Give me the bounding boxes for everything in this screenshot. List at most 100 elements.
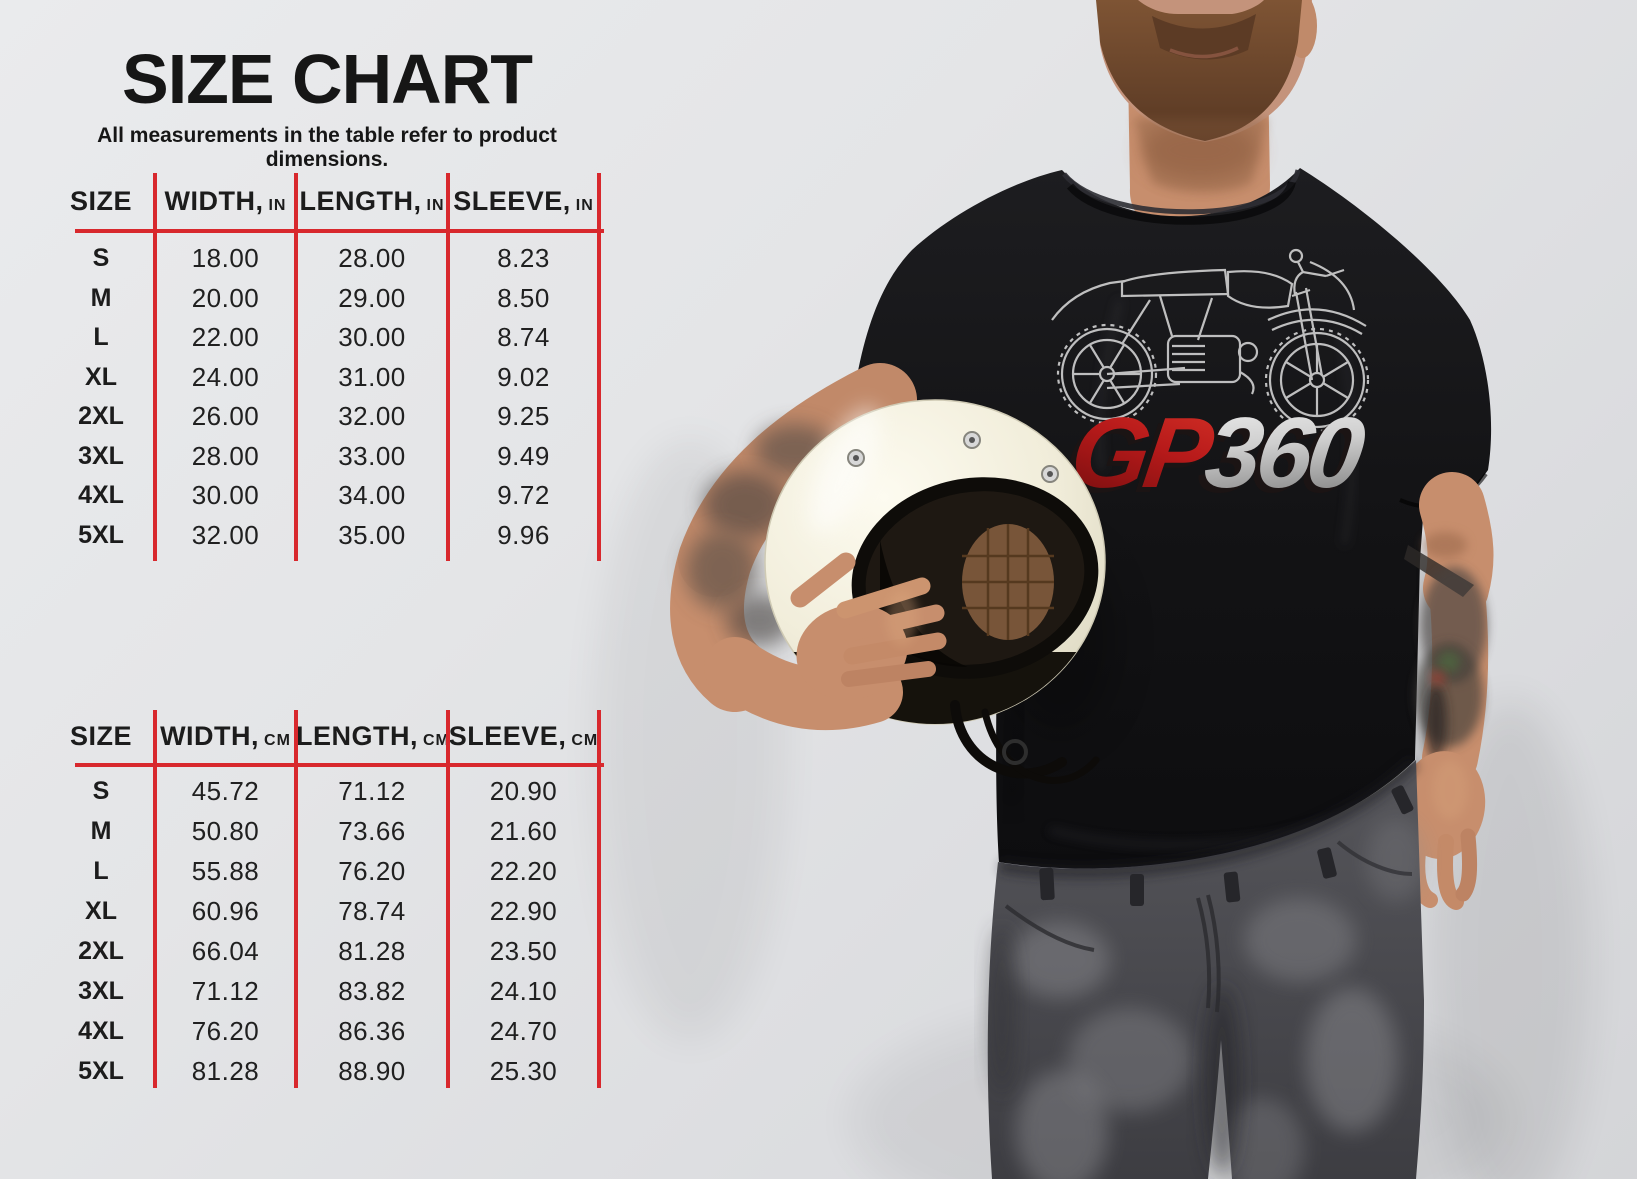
shirt-logo-gp360: GP360 GP360 [1058, 397, 1371, 513]
measurement-value: 83.82 [338, 975, 406, 1006]
size-label: 2XL [78, 402, 124, 431]
table-row: XL 60.96 78.74 22.90 [47, 891, 603, 931]
column-divider [153, 173, 157, 561]
size-label: L [93, 323, 109, 352]
size-label: 4XL [78, 481, 124, 510]
measurement-value: 32.00 [338, 401, 406, 432]
jeans [987, 756, 1426, 1179]
model-stubble [1134, 118, 1268, 193]
measurement-value: 73.66 [338, 815, 406, 846]
measurement-value: 60.96 [191, 895, 260, 926]
column-header-width: WIDTH, IN [164, 185, 287, 216]
measurement-value: 9.72 [497, 480, 550, 511]
page-title: SIZE CHART [122, 40, 533, 118]
model-right-hand [704, 552, 947, 731]
jeans-pocket-right [1336, 840, 1413, 876]
column-divider [446, 173, 450, 561]
column-divider [446, 710, 450, 1088]
column-header-length: LENGTH, CM [296, 721, 450, 751]
header-underline [75, 229, 604, 233]
measurement-value: 78.74 [338, 895, 406, 926]
measurement-value: 24.00 [191, 361, 260, 392]
table-row: XL 24.00 31.00 9.02 [47, 358, 603, 398]
measurement-value: 22.20 [489, 855, 558, 886]
measurement-value: 24.10 [489, 975, 558, 1006]
size-label: 3XL [78, 976, 124, 1005]
measurement-value: 28.00 [191, 440, 260, 471]
measurement-value: 9.96 [497, 519, 550, 550]
measurement-value: 66.04 [191, 935, 260, 966]
chart-header: SIZE CHART All measurements in the table… [42, 44, 612, 172]
measurement-value: 81.28 [338, 935, 406, 966]
table-row: S 18.00 28.00 8.23 [47, 239, 603, 279]
table-row: 4XL 30.00 34.00 9.72 [47, 476, 603, 516]
measurement-value: 88.90 [338, 1055, 406, 1086]
unit-label: CM [423, 732, 450, 749]
column-header-sleeve: SLEEVE, IN [453, 185, 594, 216]
size-label: 4XL [78, 1016, 124, 1045]
column-header-sleeve: SLEEVE, CM [448, 721, 599, 751]
column-header-length: LENGTH, IN [299, 185, 445, 216]
measurement-value: 22.00 [191, 322, 260, 353]
measurement-value: 86.36 [338, 1015, 406, 1046]
measurement-value: 81.28 [191, 1055, 260, 1086]
measurement-value: 50.80 [191, 815, 260, 846]
table-body: S 45.72 71.12 20.90 M 50.80 73.66 21.60 L 55.88 76… [47, 763, 603, 1091]
size-label: 3XL [78, 441, 124, 470]
measurement-value: 71.12 [191, 975, 260, 1006]
size-label: L [93, 856, 109, 885]
shirt-logo-gp: GP [1064, 397, 1220, 508]
measurement-value: 29.00 [338, 282, 406, 313]
measurement-value: 9.49 [497, 440, 550, 471]
measurement-value: 23.50 [489, 935, 558, 966]
motorcycle-line-art [1051, 248, 1370, 433]
size-label: M [90, 816, 112, 845]
svg-text:GP360: GP360 [1064, 397, 1370, 508]
measurement-value: 30.00 [191, 480, 260, 511]
measurement-value: 8.50 [497, 282, 550, 313]
measurement-value: 35.00 [338, 519, 406, 550]
measurement-value: 26.00 [191, 401, 260, 432]
measurement-value: 55.88 [191, 855, 260, 886]
table-row: M 50.80 73.66 21.60 [47, 811, 603, 851]
column-divider [294, 710, 298, 1088]
model-mustache [1152, 14, 1256, 60]
table-header-row: SIZE WIDTH, CM LENGTH, CM SLEEVE, CM [47, 710, 603, 763]
helmet-snaps [847, 431, 1059, 483]
model-head [1096, 0, 1317, 240]
unit-label: IN [268, 196, 287, 214]
measurement-value: 45.72 [191, 775, 260, 806]
size-label: 5XL [78, 520, 124, 549]
size-label: XL [85, 896, 117, 925]
unit-label: IN [426, 196, 445, 214]
size-table-centimeters: SIZE WIDTH, CM LENGTH, CM SLEEVE, CM S 45.72… [47, 710, 604, 1091]
table-row: 4XL 76.20 86.36 24.70 [47, 1011, 603, 1051]
size-label: 5XL [78, 1056, 124, 1085]
column-header-size: SIZE [69, 721, 132, 751]
column-header-width: WIDTH, CM [160, 721, 291, 751]
measurement-value: 32.00 [191, 519, 260, 550]
jeans-belt-loops [1039, 785, 1414, 906]
table-row: 2XL 66.04 81.28 23.50 [47, 931, 603, 971]
column-divider [153, 710, 157, 1088]
tattoo-sleeve [1404, 545, 1487, 760]
helmet-strap [950, 700, 1100, 784]
measurement-value: 22.90 [489, 895, 558, 926]
table-row: L 55.88 76.20 22.20 [47, 851, 603, 891]
table-row: S 45.72 71.12 20.90 [47, 771, 603, 811]
header-underline [75, 763, 604, 767]
size-label: XL [85, 362, 117, 391]
measurement-value: 76.20 [338, 855, 406, 886]
measurement-value: 20.90 [489, 775, 558, 806]
table-body: S 18.00 28.00 8.23 M 20.00 29.00 8.50 L 22.00 30.0… [47, 229, 603, 555]
shirt-logo-360: 360 [1199, 397, 1371, 508]
unit-label: CM [571, 732, 599, 749]
measurement-value: 24.70 [489, 1015, 558, 1046]
unit-label: IN [575, 196, 594, 214]
measurement-value: 33.00 [338, 440, 406, 471]
measurement-value: 31.00 [338, 361, 406, 392]
measurement-value: 8.23 [497, 243, 550, 274]
measurement-value: 9.02 [497, 361, 550, 392]
table-row: 3XL 28.00 33.00 9.49 [47, 437, 603, 477]
